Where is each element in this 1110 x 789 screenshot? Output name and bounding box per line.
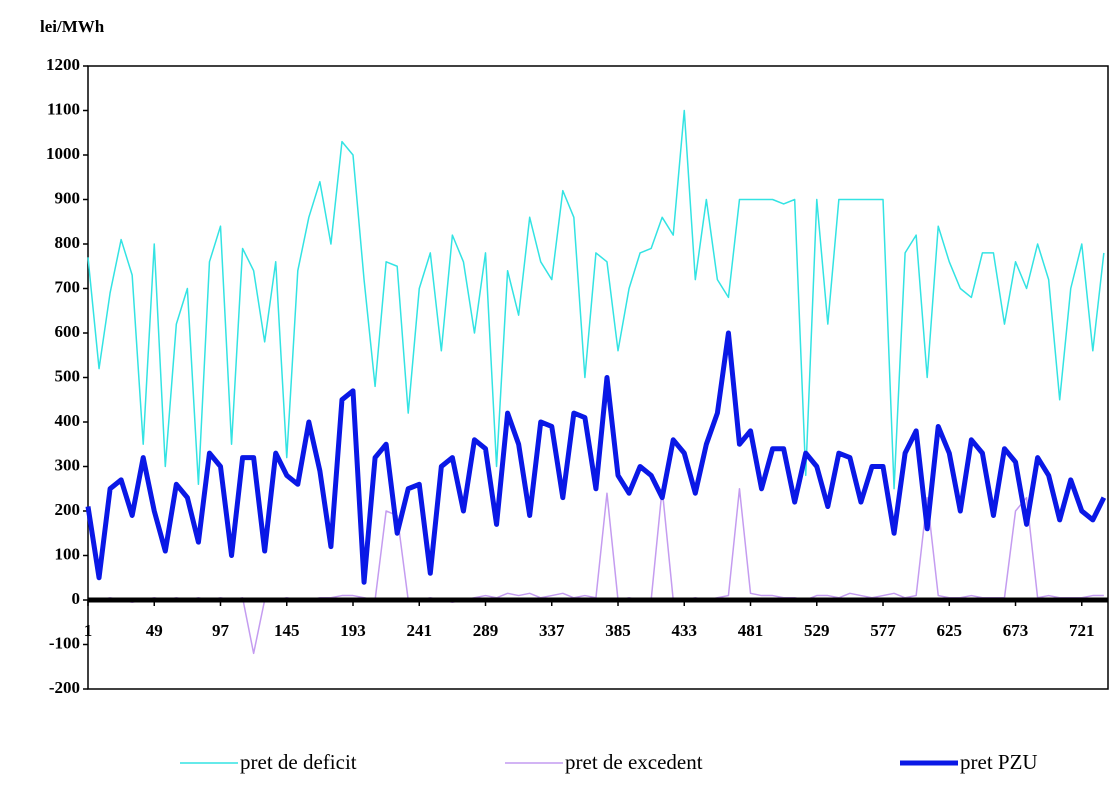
x-tick-label: 97 [212,621,230,640]
x-tick-label: 625 [937,621,963,640]
x-tick-label: 145 [274,621,300,640]
x-tick-label: 241 [407,621,433,640]
y-tick-label: 200 [55,500,81,519]
plot-frame [87,65,1109,690]
y-tick-label: 0 [72,589,81,608]
y-tick-label: 100 [55,544,81,563]
legend-label: pret de excedent [565,750,703,774]
y-tick-label: 900 [55,188,81,207]
series-line [85,330,1107,585]
x-tick-label: 673 [1003,621,1029,640]
x-tick-label: 433 [672,621,698,640]
x-tick-label: 577 [870,621,896,640]
x-tick-label: 193 [340,621,366,640]
y-tick-label: -200 [49,678,80,697]
y-tick-label: 800 [55,233,81,252]
y-tick-label: 400 [55,411,81,430]
y-tick-label: 300 [55,455,81,474]
y-axis-label: lei/MWh [40,17,105,36]
x-tick-label: 481 [738,621,764,640]
x-tick-label: 385 [605,621,631,640]
x-tick-label: 529 [804,621,830,640]
x-tick-label: 289 [473,621,499,640]
legend-label: pret de deficit [240,750,357,774]
y-tick-label: 700 [55,277,81,296]
x-tick-label: 721 [1069,621,1095,640]
x-tick-label: 337 [539,621,565,640]
y-tick-label: 1100 [47,99,80,118]
y-tick-label: -100 [49,633,80,652]
x-tick-label: 1 [84,621,93,640]
y-tick-label: 500 [55,366,81,385]
series-line [87,109,1105,490]
y-tick-label: 600 [55,322,81,341]
y-tick-label: 1200 [46,55,80,74]
x-tick-label: 49 [146,621,163,640]
legend-label: pret PZU [960,750,1038,774]
y-tick-label: 1000 [46,144,80,163]
